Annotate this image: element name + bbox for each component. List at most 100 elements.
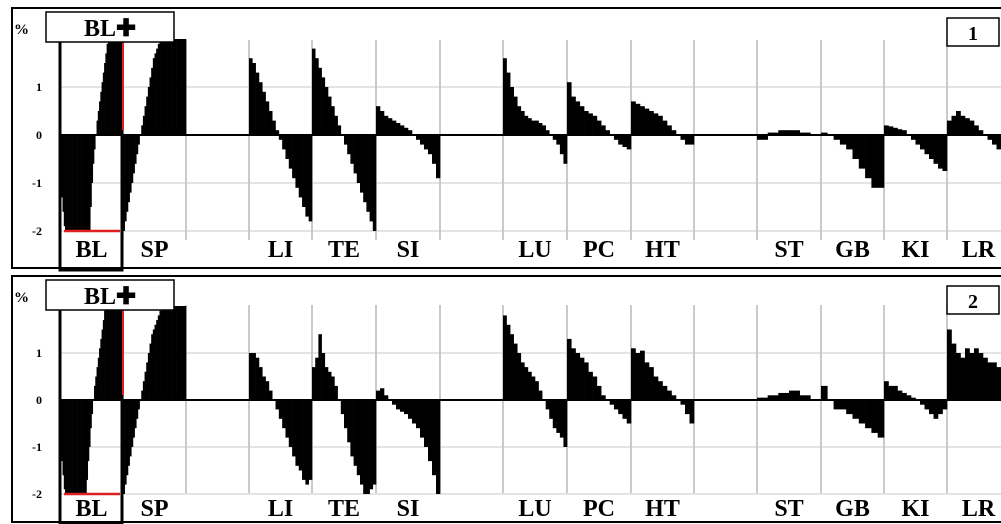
data-bar (147, 87, 150, 135)
data-bar (70, 135, 72, 231)
data-bar (924, 400, 930, 410)
data-bar (662, 120, 668, 135)
data-bar (626, 400, 632, 424)
y-tick-label: -1 (32, 176, 42, 190)
category-label: ST (774, 237, 803, 263)
y-unit-label: % (14, 290, 29, 306)
data-bar (951, 115, 957, 135)
data-bar (68, 135, 71, 231)
panel-number-box (946, 17, 1000, 47)
data-bar (524, 115, 529, 135)
data-bar (556, 400, 561, 433)
data-bar (106, 306, 109, 400)
data-bar (177, 39, 180, 135)
data-bar (85, 400, 87, 494)
data-bar (328, 371, 332, 400)
data-bar (174, 39, 177, 135)
data-bar (799, 132, 811, 135)
data-bar (181, 39, 183, 135)
data-bar (154, 324, 157, 400)
data-bar (96, 367, 99, 400)
data-bar (392, 120, 397, 135)
data-bar (549, 400, 554, 419)
data-bar (596, 385, 602, 400)
data-bar (83, 400, 86, 494)
data-bar (174, 306, 177, 400)
category-label: GB (835, 496, 870, 522)
data-bar (176, 306, 179, 400)
data-bar (126, 400, 129, 476)
data-bar (318, 67, 322, 135)
data-bar (100, 338, 102, 400)
data-bar (107, 306, 110, 400)
data-bar (510, 87, 514, 135)
data-bar (865, 400, 872, 429)
data-bar (80, 135, 82, 231)
data-bar (151, 334, 154, 400)
data-bar (858, 400, 866, 424)
data-bar (61, 135, 63, 198)
data-bar (567, 338, 572, 400)
data-bar (116, 306, 119, 400)
data-bar (102, 72, 105, 135)
data-bar (134, 400, 137, 429)
data-bar (584, 362, 589, 400)
data-bar (631, 101, 636, 135)
data-bar (951, 343, 957, 400)
data-bar (535, 120, 539, 135)
data-bar (366, 400, 370, 494)
data-bar (73, 400, 76, 494)
data-bar (821, 132, 828, 135)
data-bar (63, 135, 66, 227)
data-bar (107, 39, 110, 135)
data-bar (308, 135, 313, 222)
data-bar (552, 400, 557, 429)
data-bar (400, 125, 405, 135)
data-bar (527, 371, 532, 400)
data-bar (65, 135, 67, 231)
data-bar (520, 362, 525, 400)
data-bar (996, 367, 1001, 400)
data-bar (166, 306, 169, 400)
data-bar (142, 381, 145, 400)
data-bar (531, 120, 536, 135)
data-bar (396, 400, 401, 410)
data-bar (428, 400, 433, 462)
data-bar (292, 135, 296, 179)
data-bar (789, 390, 800, 400)
data-bar (100, 91, 102, 135)
data-bar (846, 135, 853, 150)
data-bar (579, 357, 585, 400)
data-bar (933, 400, 939, 419)
data-bar (112, 306, 115, 400)
data-bar (653, 113, 659, 135)
data-bar (877, 135, 885, 188)
data-bar (315, 58, 319, 136)
data-bar (85, 135, 87, 231)
data-bar (538, 390, 543, 400)
data-bar (112, 39, 115, 135)
data-bar (65, 400, 67, 494)
data-bar (305, 135, 309, 217)
data-bar (82, 135, 85, 231)
category-label: SI (397, 496, 420, 522)
data-bar (101, 82, 104, 135)
category-label: LR (962, 496, 996, 522)
category-label: SP (140, 237, 168, 263)
data-bar (404, 400, 409, 415)
data-bar (531, 376, 536, 400)
data-bar (888, 126, 894, 135)
data-bar (137, 135, 140, 145)
data-bar (87, 400, 90, 462)
data-bar (658, 115, 663, 135)
data-bar (376, 390, 381, 400)
data-bar (105, 53, 107, 135)
data-bar (360, 400, 364, 485)
data-bar (262, 91, 266, 135)
data-bar (86, 400, 89, 480)
data-bar (116, 39, 119, 135)
data-bar (146, 362, 149, 400)
data-bar (340, 400, 345, 415)
data-bar (164, 39, 167, 135)
